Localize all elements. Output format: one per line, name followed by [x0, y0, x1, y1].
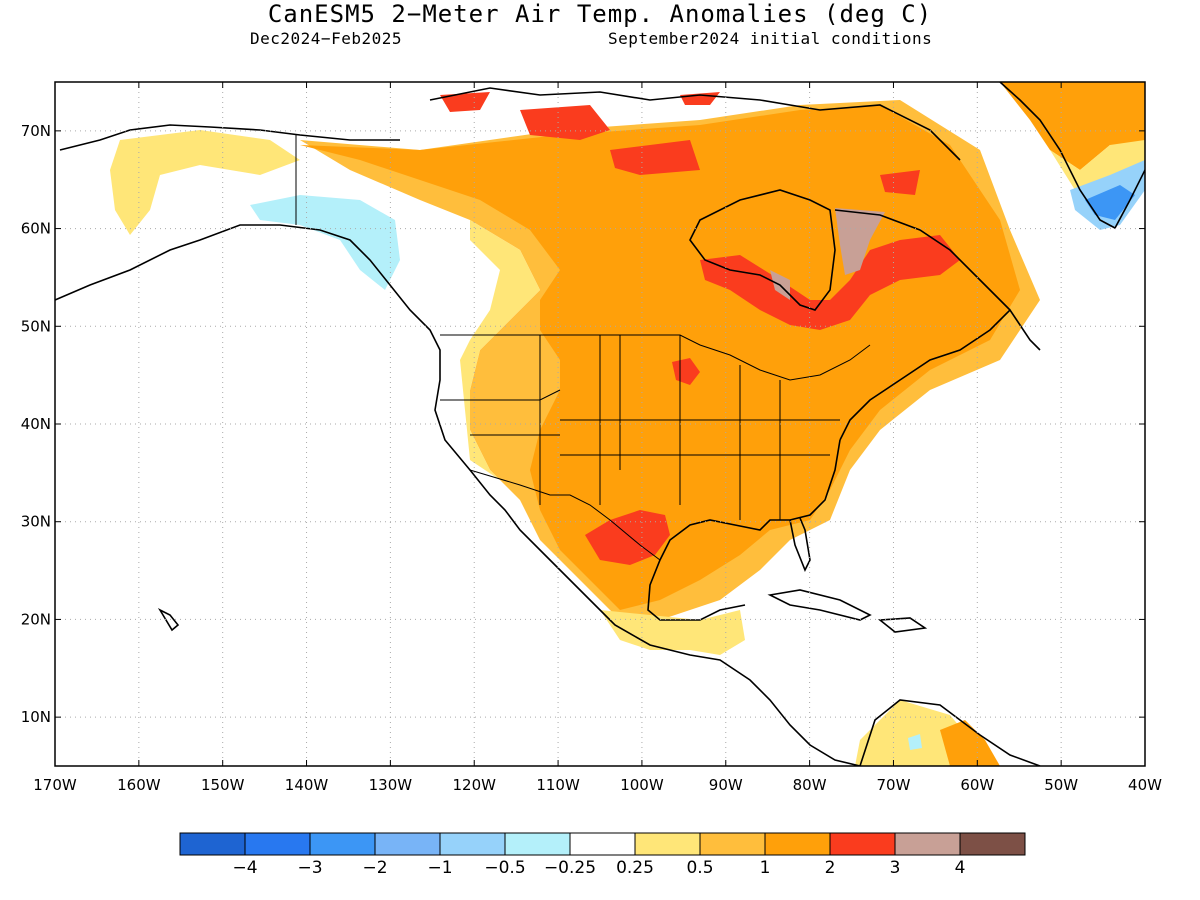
coastline-labrador: [834, 209, 1011, 311]
colorbar-labels: −4 −3 −2 −1 −0.5 −0.25 0.25 0.5 1 2 3 4: [232, 858, 965, 878]
map-title: CanESM5 2−Meter Air Temp. Anomalies (deg…: [267, 0, 933, 28]
colorbar-swatch: [764, 832, 831, 856]
colorbar: [179, 832, 1026, 856]
lon-label: 90W: [709, 776, 743, 794]
graticule: [55, 82, 1145, 766]
lat-label: 40N: [21, 415, 51, 433]
anomaly-fill-2-arctic: [440, 92, 920, 195]
lon-label: 160W: [117, 776, 161, 794]
lat-label: 60N: [21, 220, 51, 238]
coastline-cuba: [767, 589, 872, 621]
anomaly-fill-alaska-cold: [250, 195, 400, 290]
lon-label: 170W: [33, 776, 77, 794]
colorbar-tick-label: 0.5: [686, 858, 713, 878]
anomaly-fill-greenland-colder: [1085, 185, 1135, 220]
colorbar-swatch: [634, 832, 701, 856]
initial-conditions: September2024 initial conditions: [608, 29, 933, 48]
political-boundaries: [295, 135, 871, 561]
anomaly-fill-0p25-mexico: [600, 610, 745, 655]
colorbar-swatch: [374, 832, 441, 856]
anomaly-fill-2-hudson: [700, 235, 960, 330]
lon-label: 40W: [1128, 776, 1162, 794]
lat-label: 50N: [21, 317, 51, 335]
lat-label: 10N: [21, 708, 51, 726]
colorbar-tick-label: −2: [362, 858, 387, 878]
coastline-south-america: [859, 699, 1041, 766]
forecast-period: Dec2024−Feb2025: [250, 29, 402, 48]
colorbar-swatch: [829, 832, 896, 856]
coastline-greenland: [999, 82, 1145, 230]
lat-label: 30N: [21, 513, 51, 531]
lon-label: 150W: [201, 776, 245, 794]
lon-label: 100W: [620, 776, 664, 794]
colorbar-swatch: [699, 832, 766, 856]
coastline-gulf: [647, 439, 841, 621]
anomaly-fill-3-quebec: [770, 208, 885, 300]
anomaly-fill-sa-cold: [908, 734, 922, 750]
colorbar-swatch: [179, 832, 246, 856]
colorbar-tick-label: 4: [955, 858, 966, 878]
colorbar-swatch: [439, 832, 506, 856]
lon-label: 140W: [285, 776, 329, 794]
us-mexico-border: [469, 469, 661, 561]
lon-label: 120W: [452, 776, 496, 794]
coastline-atlantic: [839, 308, 1041, 441]
colorbar-tick-label: −4: [232, 858, 257, 878]
colorbar-tick-label: −1: [427, 858, 452, 878]
coastline-alaska-north: [59, 124, 400, 151]
anomaly-fill-0p25-west: [460, 220, 540, 500]
colorbar-tick-label: 1: [760, 858, 771, 878]
colorbar-swatch: [309, 832, 376, 856]
lat-label: 70N: [21, 122, 51, 140]
coastline-florida: [789, 517, 811, 572]
coastline-north-america: [55, 224, 861, 766]
coastline-hudson-bay: [689, 189, 836, 311]
colorbar-swatch: [569, 832, 636, 856]
us-state-lines: [440, 335, 840, 520]
coastline-arctic-islands: [429, 87, 961, 161]
colorbar-swatch: [894, 832, 961, 856]
coastlines: [55, 82, 1145, 766]
lon-label: 130W: [369, 776, 413, 794]
lat-label: 20N: [21, 610, 51, 628]
lon-label: 80W: [793, 776, 827, 794]
lon-label: 110W: [536, 776, 580, 794]
anomaly-fill-2-mn: [672, 358, 700, 385]
colorbar-tick-label: 3: [890, 858, 901, 878]
lon-label: 50W: [1044, 776, 1078, 794]
lon-label: 60W: [960, 776, 994, 794]
anomaly-fill-0p25-alaska: [110, 130, 300, 235]
anomaly-fill-greenland: [1000, 82, 1145, 170]
axis-ticks: [54, 82, 1146, 766]
us-canada-border: [440, 334, 871, 381]
anomaly-fill-1-sa: [940, 720, 1000, 766]
longitude-labels: 170W 160W 150W 140W 130W 120W 110W 100W 90W 80W 70…: [33, 776, 1162, 794]
colorbar-tick-label: −0.5: [484, 858, 525, 878]
colorbar-tick-label: −0.25: [544, 858, 596, 878]
colorbar-tick-label: 0.25: [616, 858, 654, 878]
latitude-labels: 70N 60N 50N 40N 30N 20N 10N: [21, 122, 51, 726]
colorbar-swatch: [959, 832, 1026, 856]
lon-label: 70W: [877, 776, 911, 794]
colorbar-swatch: [244, 832, 311, 856]
colorbar-swatch: [504, 832, 571, 856]
colorbar-tick-label: −3: [297, 858, 322, 878]
coastline-hispaniola: [877, 617, 928, 633]
coastline-hawaii: [157, 608, 180, 632]
colorbar-tick-label: 2: [825, 858, 836, 878]
